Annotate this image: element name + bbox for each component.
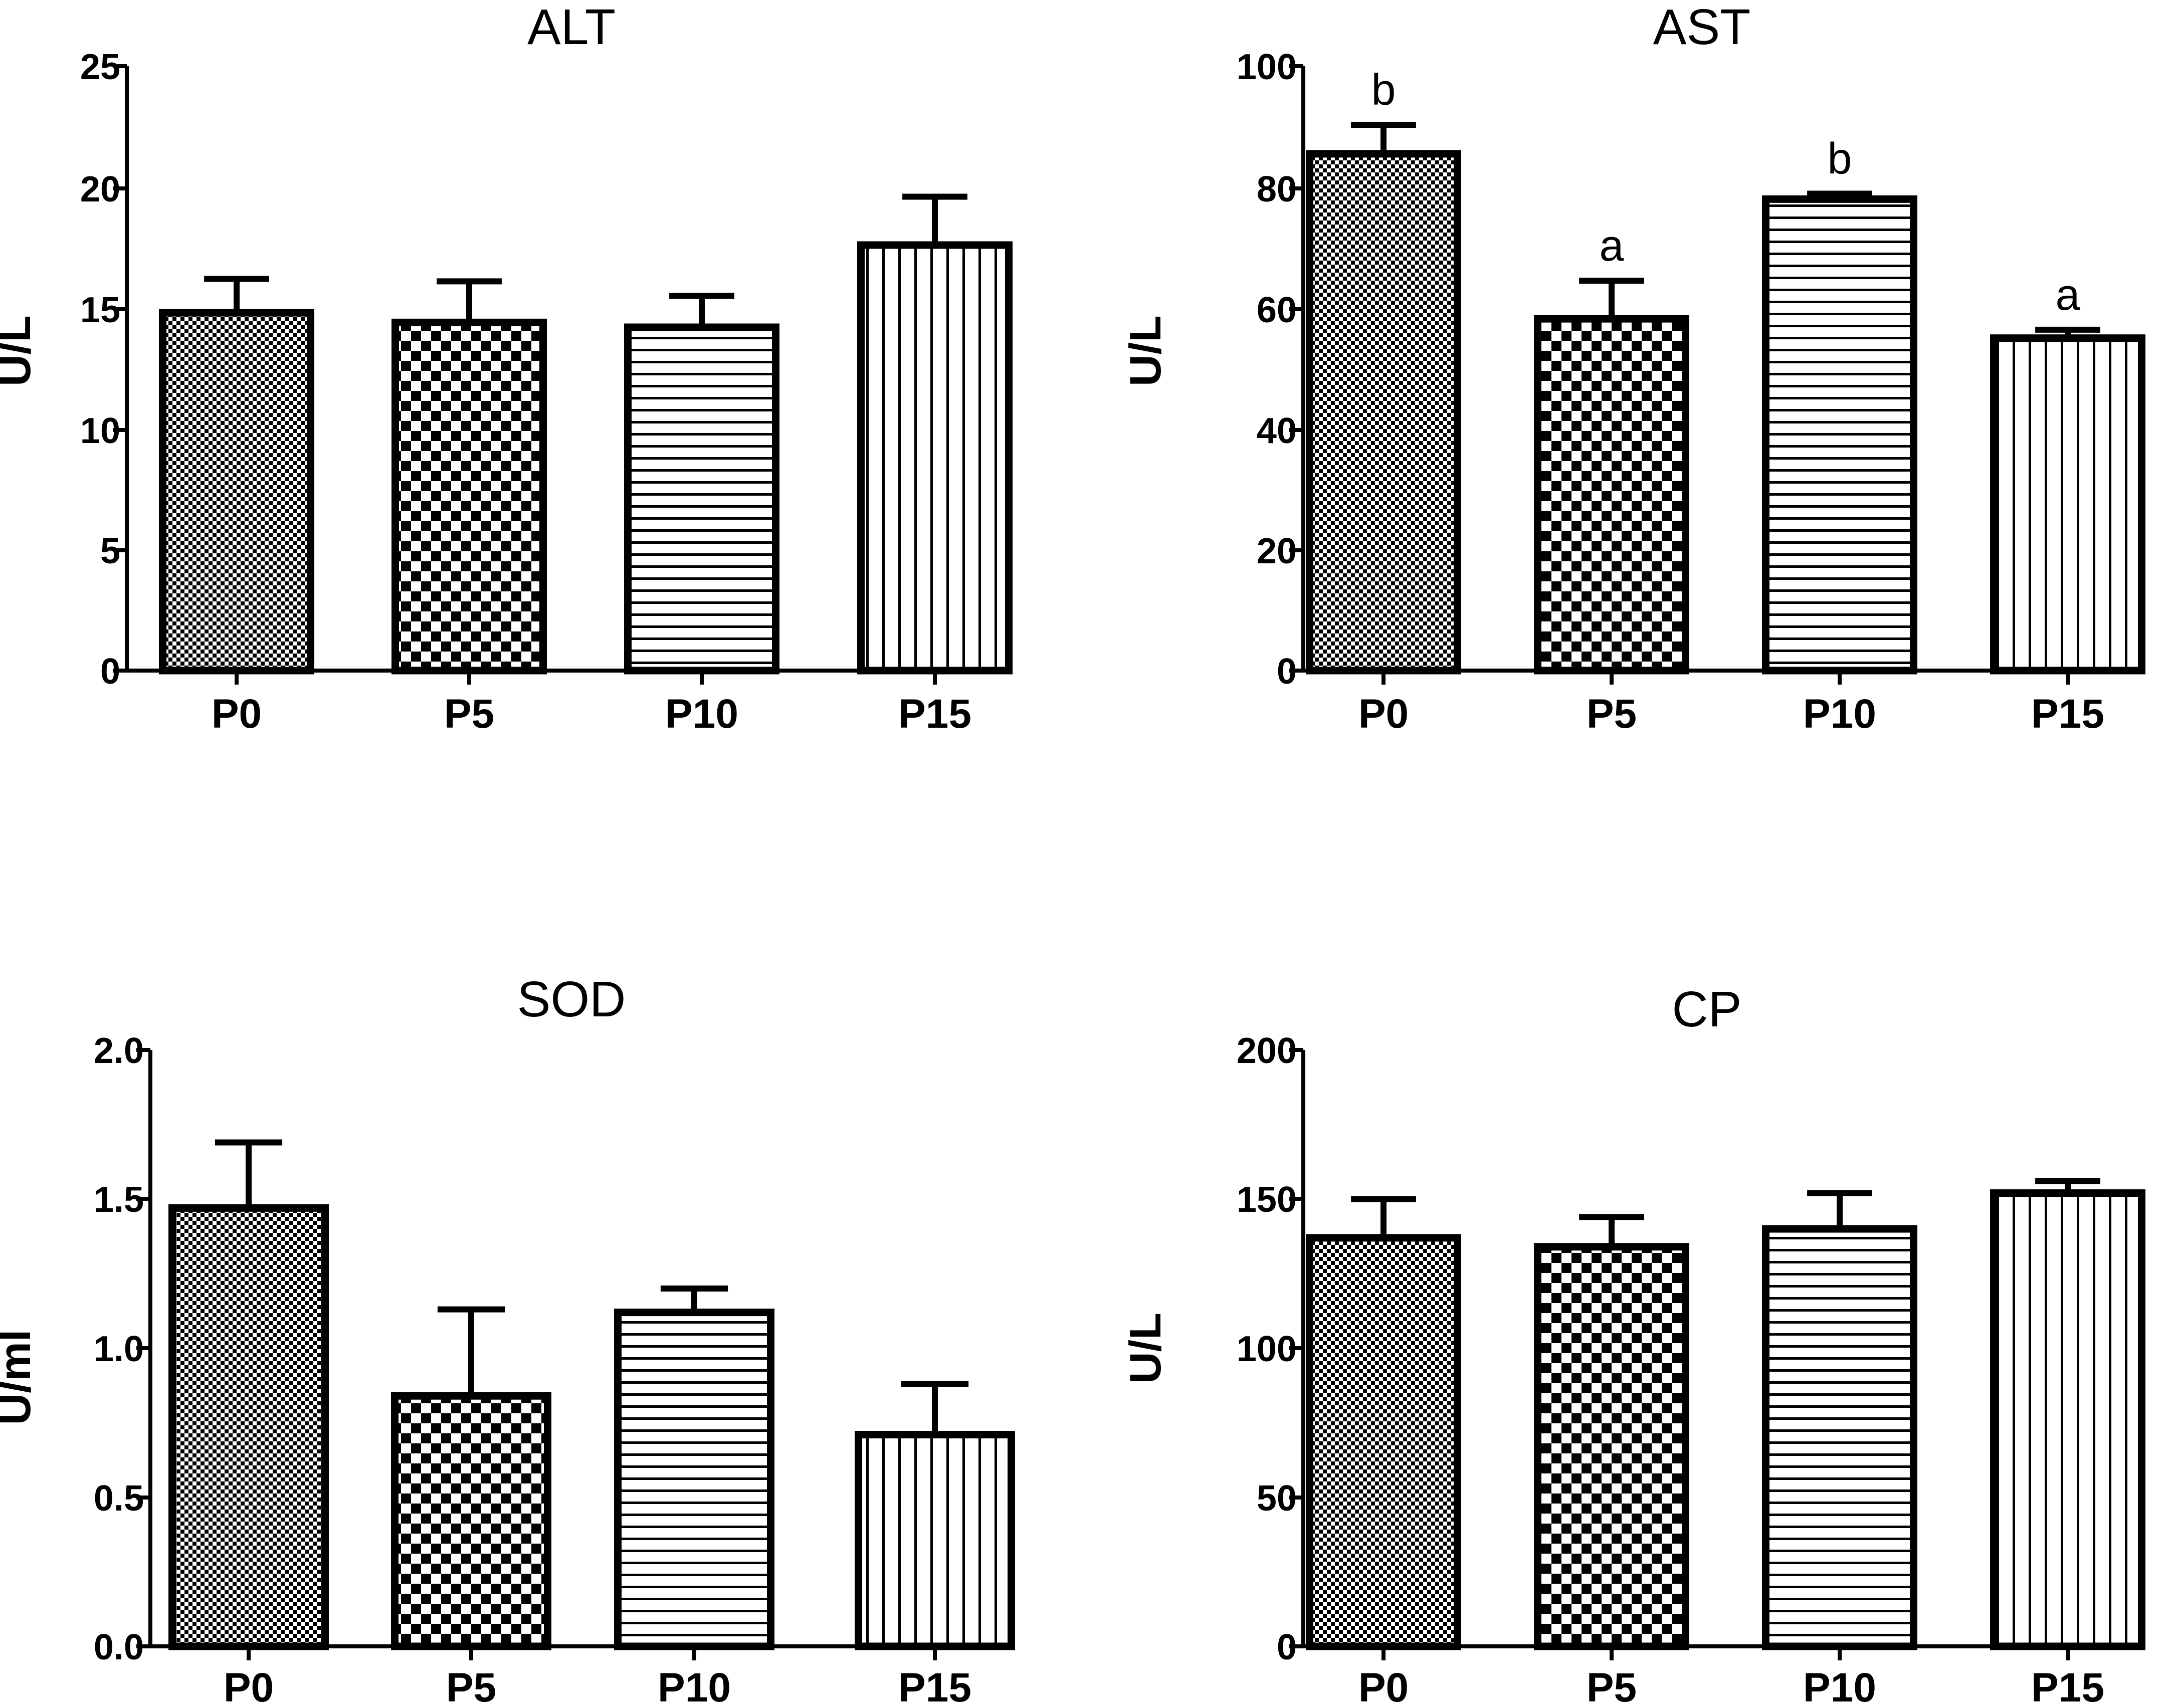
bar-p10 xyxy=(1762,195,1917,675)
bar-p0 xyxy=(1306,150,1461,675)
x-axis: P0 P5 P10 P15 xyxy=(150,1644,1003,1708)
y-axis: 0 50 100 150 200 xyxy=(1237,1031,1305,1667)
y-tick-label: 60 xyxy=(1257,290,1297,330)
bar-p10 xyxy=(1762,1225,1917,1650)
y-tick-label: 10 xyxy=(80,411,120,451)
x-tick-label: P0 xyxy=(224,1665,274,1708)
y-axis-label: U/ml xyxy=(0,1330,40,1425)
significance-label: a xyxy=(1600,221,1624,270)
chart-panel-alt: ALT U/L 0 5 10 15 20 25 P0 P5 P10 P15 xyxy=(0,0,1013,737)
bar-p10 xyxy=(624,323,779,675)
y-tick-label: 100 xyxy=(1237,47,1297,87)
chart-title: CP xyxy=(1672,981,1742,1037)
y-tick-label: 40 xyxy=(1257,411,1297,451)
bars xyxy=(168,1139,1015,1650)
bar-p15 xyxy=(857,241,1013,675)
y-axis-label: U/L xyxy=(1120,1313,1170,1384)
bar-p15 xyxy=(1990,1189,2145,1650)
x-tick-label: P10 xyxy=(1803,1665,1876,1708)
bar-p0 xyxy=(1306,1234,1461,1650)
x-tick-label: P0 xyxy=(1358,1665,1409,1708)
y-tick-label: 1.5 xyxy=(94,1180,144,1220)
x-tick-label: P15 xyxy=(2031,691,2104,737)
bar-p0 xyxy=(168,1204,329,1650)
y-tick-label: 50 xyxy=(1257,1478,1297,1519)
x-tick-label: P5 xyxy=(1587,691,1637,737)
x-tick-label: P15 xyxy=(898,1665,971,1708)
x-axis: P0 P5 P10 P15 xyxy=(1303,669,2140,737)
y-tick-label: 80 xyxy=(1257,169,1297,209)
chart-panel-sod: SOD U/ml 0.0 0.5 1.0 1.5 2.0 P0 P5 P10 P… xyxy=(0,971,1015,1708)
chart-panel-cp: CP U/L 0 50 100 150 200 P0 P5 P10 P15 xyxy=(1120,981,2145,1708)
bars: b a b a xyxy=(1306,65,2145,675)
x-tick-label: P15 xyxy=(2031,1665,2104,1708)
bar-p15 xyxy=(1990,334,2145,675)
bar-p5 xyxy=(1534,315,1689,675)
significance-label: b xyxy=(1828,133,1852,183)
x-tick-label: P15 xyxy=(898,691,971,737)
y-tick-label: 100 xyxy=(1237,1329,1297,1369)
bars xyxy=(159,193,1013,675)
chart-title: SOD xyxy=(517,971,626,1027)
y-axis-label: U/L xyxy=(0,315,40,386)
y-axis: 0 20 40 60 80 100 xyxy=(1237,47,1305,692)
chart-title: AST xyxy=(1653,0,1750,55)
y-tick-label: 5 xyxy=(100,531,120,571)
chart-title: ALT xyxy=(527,0,616,55)
bar-p5 xyxy=(391,318,547,675)
y-tick-label: 150 xyxy=(1237,1180,1297,1220)
y-tick-label: 1.0 xyxy=(94,1329,144,1369)
x-tick-label: P0 xyxy=(212,691,262,737)
x-tick-label: P10 xyxy=(665,691,738,737)
y-axis: 0 5 10 15 20 25 xyxy=(80,47,129,692)
bar-p15 xyxy=(855,1431,1015,1650)
x-axis: P0 P5 P10 P15 xyxy=(1303,1644,2140,1708)
bars xyxy=(1306,1178,2145,1650)
significance-label: a xyxy=(2056,270,2080,319)
y-tick-label: 25 xyxy=(80,47,120,87)
y-axis: 0.0 0.5 1.0 1.5 2.0 xyxy=(94,1031,152,1667)
y-tick-label: 0 xyxy=(100,652,120,692)
x-tick-label: P10 xyxy=(1803,691,1876,737)
x-tick-label: P0 xyxy=(1358,691,1409,737)
y-tick-label: 2.0 xyxy=(94,1031,144,1071)
y-tick-label: 0 xyxy=(1277,1627,1297,1667)
x-tick-label: P5 xyxy=(444,691,494,737)
y-tick-label: 200 xyxy=(1237,1031,1297,1071)
y-axis-label: U/L xyxy=(1120,315,1170,386)
y-tick-label: 20 xyxy=(80,169,120,209)
y-tick-label: 0 xyxy=(1277,652,1297,692)
chart-panel-ast: AST U/L 0 20 40 60 80 100 P0 P5 P10 P xyxy=(1120,0,2145,737)
bar-p5 xyxy=(1534,1243,1689,1650)
bar-p0 xyxy=(159,309,314,675)
x-axis: P0 P5 P10 P15 xyxy=(127,669,988,737)
y-tick-label: 20 xyxy=(1257,531,1297,571)
y-tick-label: 0.0 xyxy=(94,1627,144,1667)
bar-p5 xyxy=(391,1392,551,1650)
y-tick-label: 0.5 xyxy=(94,1478,144,1519)
x-tick-label: P5 xyxy=(1587,1665,1637,1708)
bar-p10 xyxy=(614,1309,774,1650)
x-tick-label: P10 xyxy=(658,1665,731,1708)
significance-label: b xyxy=(1371,65,1396,114)
x-tick-label: P5 xyxy=(446,1665,496,1708)
y-tick-label: 15 xyxy=(80,290,120,330)
